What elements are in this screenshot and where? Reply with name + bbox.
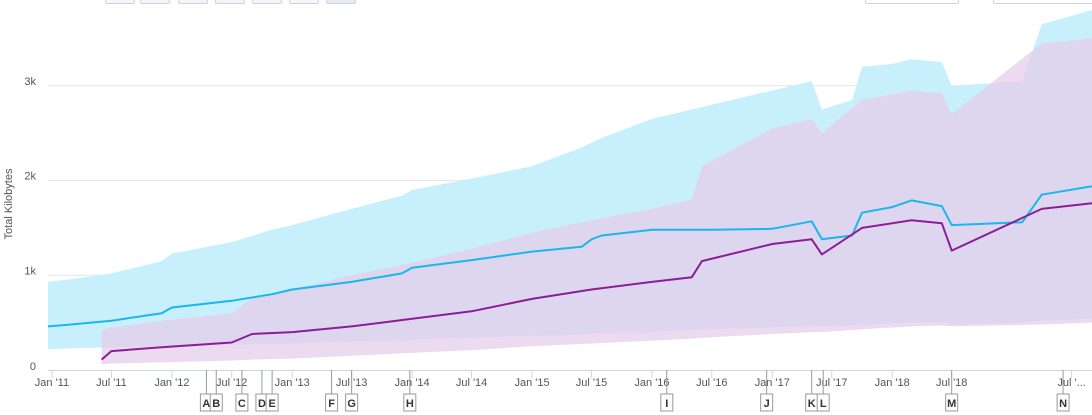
flag-box	[816, 393, 830, 412]
flag-b[interactable]: B	[209, 370, 223, 412]
x-tick-label-10: Jan '16	[634, 377, 669, 389]
x-tick-label-11: Jul '16	[696, 377, 727, 389]
flag-label: E	[268, 398, 275, 410]
range-button-2[interactable]	[140, 0, 170, 4]
y-tick-label-3: 3k	[24, 76, 36, 88]
flag-h[interactable]: H	[403, 370, 417, 412]
y-axis-title: Total Kilobytes	[3, 168, 15, 239]
range-button-5[interactable]	[252, 0, 282, 4]
date-to-input[interactable]	[993, 0, 1092, 4]
flag-box	[265, 393, 279, 412]
flag-label: C	[238, 398, 246, 410]
range-button-3[interactable]	[178, 0, 208, 4]
flag-m[interactable]: M	[945, 370, 959, 412]
date-from-input[interactable]	[865, 0, 959, 4]
x-tick-label-8: Jan '15	[514, 377, 549, 389]
x-tick-label-12: Jan '17	[755, 377, 790, 389]
x-tick-label-3: Jul '12	[216, 377, 247, 389]
flag-box	[1056, 393, 1070, 412]
flag-g[interactable]: G	[345, 370, 359, 412]
x-tick-label-2: Jan '12	[154, 377, 189, 389]
flag-label: D	[258, 398, 266, 410]
flag-f[interactable]: F	[325, 370, 339, 412]
mobile-median-line[interactable]	[100, 202, 1092, 361]
flag-box	[209, 393, 223, 412]
y-tick-label-0: 0	[30, 361, 36, 373]
range-button-1[interactable]	[105, 0, 135, 4]
range-button-4[interactable]	[215, 0, 245, 4]
flag-l[interactable]: L	[816, 370, 830, 412]
flag-box	[945, 393, 959, 412]
x-tick-labels: Jan '11 Jul '11 Jan '12 Jul '12 Jan '13 Jul '…	[35, 370, 1086, 389]
flag-c[interactable]: C	[235, 370, 249, 412]
x-tick-label-9: Jul '15	[576, 377, 607, 389]
x-tick-label-4: Jan '13	[275, 377, 310, 389]
flag-label: J	[764, 398, 770, 410]
flag-box	[235, 393, 249, 412]
range-button-7[interactable]	[326, 0, 356, 4]
flag-i[interactable]: I	[660, 370, 674, 412]
y-tick-label-2: 2k	[24, 171, 36, 183]
y-tick-label-1: 1k	[24, 265, 36, 277]
flag-k[interactable]: K	[805, 370, 819, 412]
series-lines	[47, 185, 1092, 361]
flag-label: L	[820, 398, 827, 410]
desktop-median-line[interactable]	[47, 185, 1092, 328]
flag-j[interactable]: J	[760, 370, 774, 412]
flag-label: M	[947, 398, 956, 410]
flag-box	[345, 393, 359, 412]
x-tick-label-16: Jul '...	[1057, 377, 1085, 389]
flag-label: N	[1059, 398, 1067, 410]
flag-label: G	[347, 398, 356, 410]
flag-label: A	[202, 398, 210, 410]
flag-e[interactable]: E	[265, 370, 279, 412]
flag-label: H	[406, 398, 414, 410]
flag-box	[403, 393, 417, 412]
x-tick-label-14: Jan '18	[875, 377, 910, 389]
x-tick-label-6: Jan '14	[395, 377, 430, 389]
flag-box	[760, 393, 774, 412]
bands	[48, 10, 1092, 365]
x-tick-label-7: Jul '14	[456, 377, 487, 389]
flag-label: B	[212, 398, 220, 410]
x-tick-label-1: Jul '11	[96, 377, 127, 389]
flag-box	[325, 393, 339, 412]
x-tick-label-0: Jan '11	[35, 377, 69, 389]
flag-label: F	[328, 398, 335, 410]
range-button-6[interactable]	[289, 0, 319, 4]
flag-label: I	[665, 398, 668, 410]
y-tick-labels: 0 1k 2k 3k	[24, 76, 36, 373]
flag-n[interactable]: N	[1056, 370, 1070, 412]
x-tick-label-13: Jul '17	[816, 377, 847, 389]
flag-box	[660, 393, 674, 412]
flag-label: K	[808, 398, 816, 410]
